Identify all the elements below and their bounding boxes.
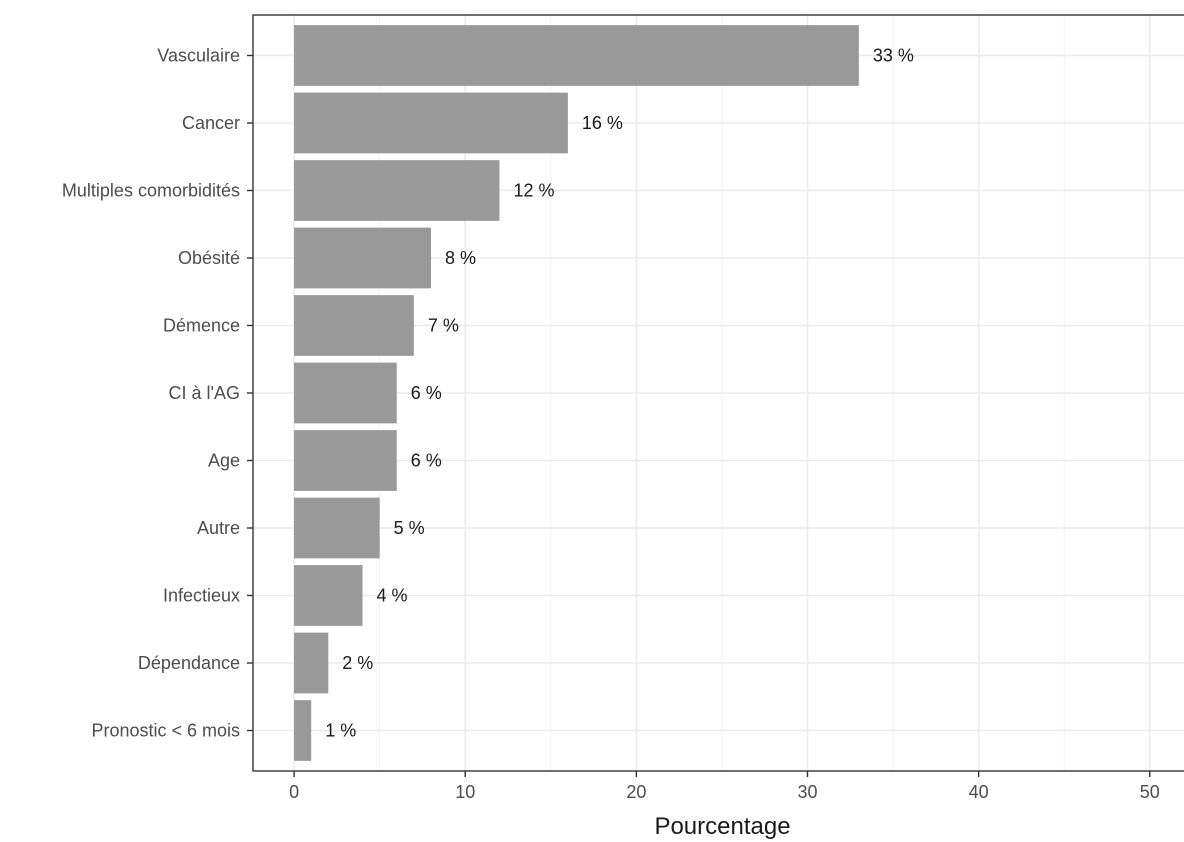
y-tick-label: Vasculaire xyxy=(157,46,240,66)
y-tick-label: Autre xyxy=(197,518,240,538)
bar xyxy=(294,227,431,289)
panel-border xyxy=(252,14,1184,772)
bars xyxy=(294,25,859,761)
y-tick-label: Pronostic < 6 mois xyxy=(91,721,240,741)
bar xyxy=(294,565,363,626)
data-label: 16 % xyxy=(582,113,623,133)
bar xyxy=(294,25,859,86)
y-tick-label: Infectieux xyxy=(163,586,240,606)
y-tick-label: Age xyxy=(208,451,240,471)
y-tick-label: CI à l'AG xyxy=(169,383,240,403)
bar xyxy=(294,430,397,491)
y-tick-label: Cancer xyxy=(182,113,240,133)
data-label: 2 % xyxy=(342,653,373,673)
bar xyxy=(294,362,397,424)
data-label: 8 % xyxy=(445,248,476,268)
x-tick-label: 40 xyxy=(969,782,989,802)
x-tick-label: 10 xyxy=(455,782,475,802)
x-tick-label: 0 xyxy=(289,782,299,802)
bar xyxy=(294,295,414,356)
bar xyxy=(294,632,329,694)
data-label: 6 % xyxy=(411,451,442,471)
data-label: 5 % xyxy=(394,518,425,538)
y-tick-label: Multiples comorbidités xyxy=(62,181,240,201)
y-tick-label: Dépendance xyxy=(138,653,240,673)
data-label: 1 % xyxy=(325,721,356,741)
data-label: 4 % xyxy=(377,586,408,606)
bar xyxy=(294,700,312,761)
data-label: 12 % xyxy=(513,181,554,201)
x-tick-label: 50 xyxy=(1140,782,1160,802)
data-labels: 33 % 16 % 12 % 8 % 7 % 6 % 6 % 5 % 4 % 2 % 1 % xyxy=(325,46,914,741)
x-tick-label: 30 xyxy=(797,782,817,802)
y-axis: Vasculaire Cancer Multiples comorbidités Ob… xyxy=(62,46,253,741)
x-axis: 0 10 20 30 40 50 xyxy=(289,771,1160,802)
y-tick-label: Démence xyxy=(163,316,240,336)
y-tick-label: Obésité xyxy=(178,248,240,268)
data-label: 6 % xyxy=(411,383,442,403)
x-tick-label: 20 xyxy=(626,782,646,802)
x-axis-title: Pourcentage xyxy=(654,813,790,840)
data-label: 33 % xyxy=(873,46,914,66)
data-label: 7 % xyxy=(428,316,459,336)
bar xyxy=(294,160,500,221)
bar xyxy=(294,92,568,154)
bar xyxy=(294,497,380,559)
